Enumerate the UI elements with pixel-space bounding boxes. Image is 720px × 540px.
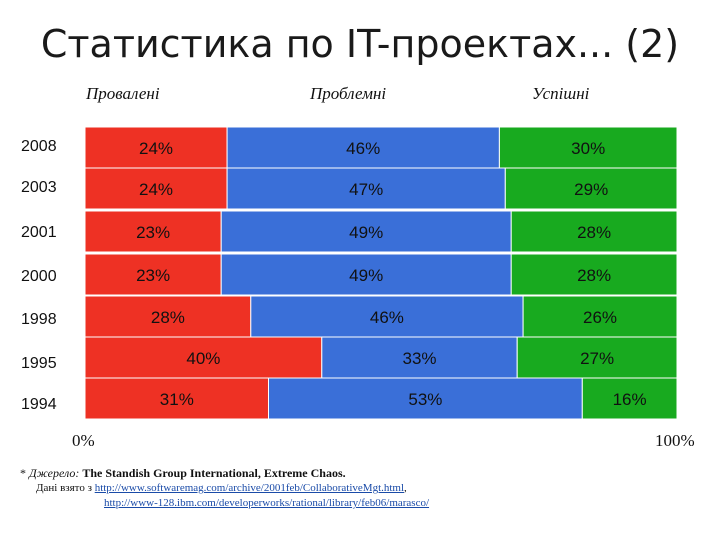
bar-label-1998-failed: 28% bbox=[151, 308, 185, 327]
bar-label-2003-failed: 24% bbox=[139, 180, 173, 199]
page-title: Статистика по IT-проектах... (2) bbox=[40, 22, 680, 66]
legend-successful: Успішні bbox=[532, 84, 590, 103]
footnote-link-ibm[interactable]: http://www-128.ibm.com/developerworks/ra… bbox=[104, 497, 430, 509]
category-label-2003: 2003 bbox=[21, 179, 57, 196]
bar-label-2001-failed: 23% bbox=[136, 223, 170, 242]
bar-label-2003-successful: 29% bbox=[574, 180, 608, 199]
bar-2001-failed bbox=[84, 210, 222, 253]
bar-1998-challenged bbox=[250, 295, 524, 338]
footnote-source-text: The Standish Group International, Extrem… bbox=[82, 466, 346, 480]
footnote-source-label: Джерело: bbox=[29, 466, 80, 480]
bar-2000-challenged bbox=[220, 253, 512, 296]
bar-label-1998-successful: 26% bbox=[583, 308, 617, 327]
bar-label-2008-successful: 30% bbox=[571, 139, 605, 158]
bar-2001-challenged bbox=[220, 210, 512, 253]
legend-failed: Провалені bbox=[86, 84, 160, 103]
bar-label-1995-challenged: 33% bbox=[402, 349, 436, 368]
bar-label-1998-challenged: 46% bbox=[370, 308, 404, 327]
bar-1994-successful bbox=[581, 377, 678, 420]
footnote-links: Дані взято з http://www.softwaremag.com/… bbox=[36, 482, 407, 494]
footnote-taken-from: Дані взято з bbox=[36, 482, 92, 494]
bar-label-1994-failed: 31% bbox=[160, 390, 194, 409]
bar-label-2003-challenged: 47% bbox=[349, 180, 383, 199]
bar-label-2001-successful: 28% bbox=[577, 223, 611, 242]
bar-2001-successful bbox=[510, 210, 678, 253]
bar-1994-challenged bbox=[268, 377, 583, 420]
bar-label-1994-successful: 16% bbox=[613, 390, 647, 409]
category-label-1995: 1995 bbox=[21, 355, 57, 372]
bar-label-2008-challenged: 46% bbox=[346, 139, 380, 158]
bar-label-1995-failed: 40% bbox=[186, 349, 220, 368]
bar-label-1995-successful: 27% bbox=[580, 349, 614, 368]
bar-1995-challenged bbox=[321, 336, 518, 379]
bar-label-2008-failed: 24% bbox=[139, 139, 173, 158]
bar-label-2000-successful: 28% bbox=[577, 266, 611, 285]
bar-1998-successful bbox=[522, 295, 678, 338]
footnote-source: * Джерело: The Standish Group Internatio… bbox=[20, 466, 346, 481]
bar-2003-successful bbox=[504, 167, 678, 210]
footnote-link-suffix: , bbox=[404, 482, 407, 494]
bar-label-2001-challenged: 49% bbox=[349, 223, 383, 242]
bar-label-1994-challenged: 53% bbox=[408, 390, 442, 409]
x-tick-label-0: 0% bbox=[72, 431, 95, 450]
bar-label-2000-failed: 23% bbox=[136, 266, 170, 285]
bar-1994-failed bbox=[84, 377, 269, 420]
category-label-1994: 1994 bbox=[21, 396, 57, 413]
bar-2008-challenged bbox=[226, 126, 500, 169]
x-tick-label-100: 100% bbox=[655, 431, 695, 450]
category-label-2008: 2008 bbox=[21, 138, 57, 155]
bar-2008-failed bbox=[84, 126, 228, 169]
category-label-2001: 2001 bbox=[21, 224, 57, 241]
bar-2008-successful bbox=[498, 126, 678, 169]
footnote-marker: * bbox=[20, 466, 26, 480]
footnote-link-row-2: http://www-128.ibm.com/developerworks/ra… bbox=[104, 497, 429, 509]
bar-1995-successful bbox=[516, 336, 678, 379]
category-label-2000: 2000 bbox=[21, 268, 57, 285]
bar-1995-failed bbox=[84, 336, 323, 379]
category-label-1998: 1998 bbox=[21, 311, 57, 328]
bar-2000-successful bbox=[510, 253, 678, 296]
bar-label-2000-challenged: 49% bbox=[349, 266, 383, 285]
legend-challenged: Проблемні bbox=[310, 84, 387, 103]
footnote-link-softwaremag[interactable]: http://www.softwaremag.com/archive/2001f… bbox=[94, 482, 405, 494]
